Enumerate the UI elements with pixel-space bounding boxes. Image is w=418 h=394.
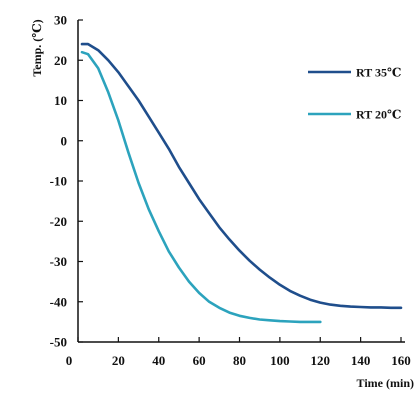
series-line-2: [80, 50, 322, 324]
x-tick-label: 0: [66, 353, 73, 368]
x-tick-label: 100: [270, 353, 290, 368]
legend-label-2: RT 20℃: [356, 108, 401, 122]
x-tick-label: 20: [112, 353, 125, 368]
x-axis-label: Time (min): [357, 376, 414, 390]
y-tick-label: -30: [50, 254, 67, 269]
y-tick-label: -40: [50, 294, 67, 309]
y-ticks: 30 20 10 0 -10 -20 -30 -40 -50: [50, 13, 83, 350]
x-tick-label: 160: [391, 353, 411, 368]
legend-label-1: RT 35℃: [356, 66, 401, 80]
y-axis-label: Temp. (℃): [30, 19, 44, 76]
y-tick-label: -50: [50, 335, 67, 350]
series-line-1: [80, 42, 403, 310]
y-tick-label: 20: [54, 53, 67, 68]
x-tick-label: 120: [311, 353, 331, 368]
y-tick-label: -20: [50, 214, 67, 229]
x-tick-label: 40: [152, 353, 165, 368]
x-tick-label: 140: [351, 353, 371, 368]
y-tick-label: 30: [54, 13, 67, 28]
x-tick-label: 60: [193, 353, 206, 368]
x-tick-label: 80: [233, 353, 246, 368]
series-layer: [80, 42, 403, 324]
y-tick-label: 10: [54, 93, 67, 108]
x-ticks: 0 20 40 60 80 100 120 140 160: [66, 337, 411, 368]
y-tick-label: 0: [61, 133, 68, 148]
y-tick-label: -10: [50, 174, 67, 189]
legend: RT 35℃ RT 20℃: [308, 66, 401, 122]
